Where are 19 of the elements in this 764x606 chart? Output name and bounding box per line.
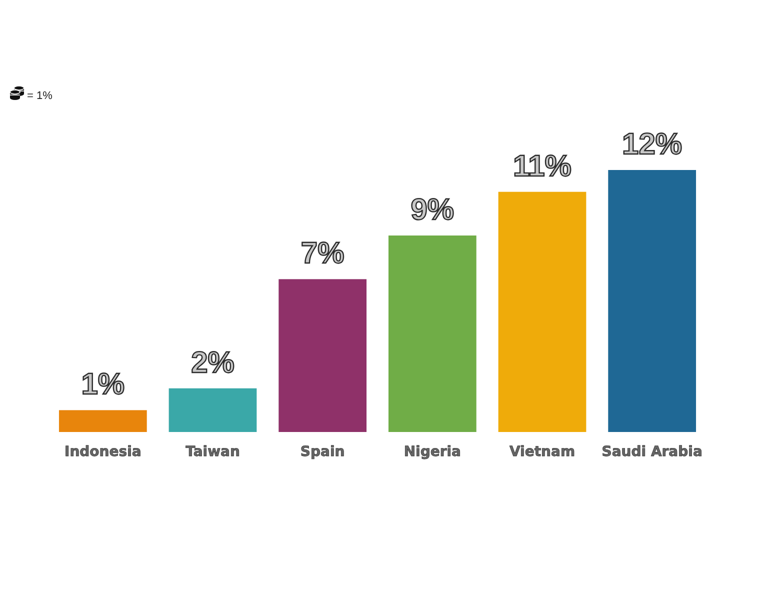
x-tick-label: Spain [300,444,345,460]
x-tick-label: Taiwan [186,444,240,460]
data-label: 11% [513,150,572,183]
x-tick-label: Indonesia [64,444,142,460]
bar [388,236,476,432]
bar [58,410,147,432]
bar [168,388,257,432]
x-tick-label: Saudi Arabia [602,444,702,460]
bar [608,170,696,432]
data-label: 12% [622,128,682,161]
data-label: 2% [191,346,234,380]
bar [278,279,367,432]
x-tick-label: Nigeria [404,444,462,460]
x-tick-label: Vietnam [509,444,576,460]
data-label: 9% [410,194,454,226]
data-label: 7% [300,237,344,270]
data-label: 1% [81,368,125,402]
text: = 1% [27,90,53,102]
bar [498,192,586,432]
